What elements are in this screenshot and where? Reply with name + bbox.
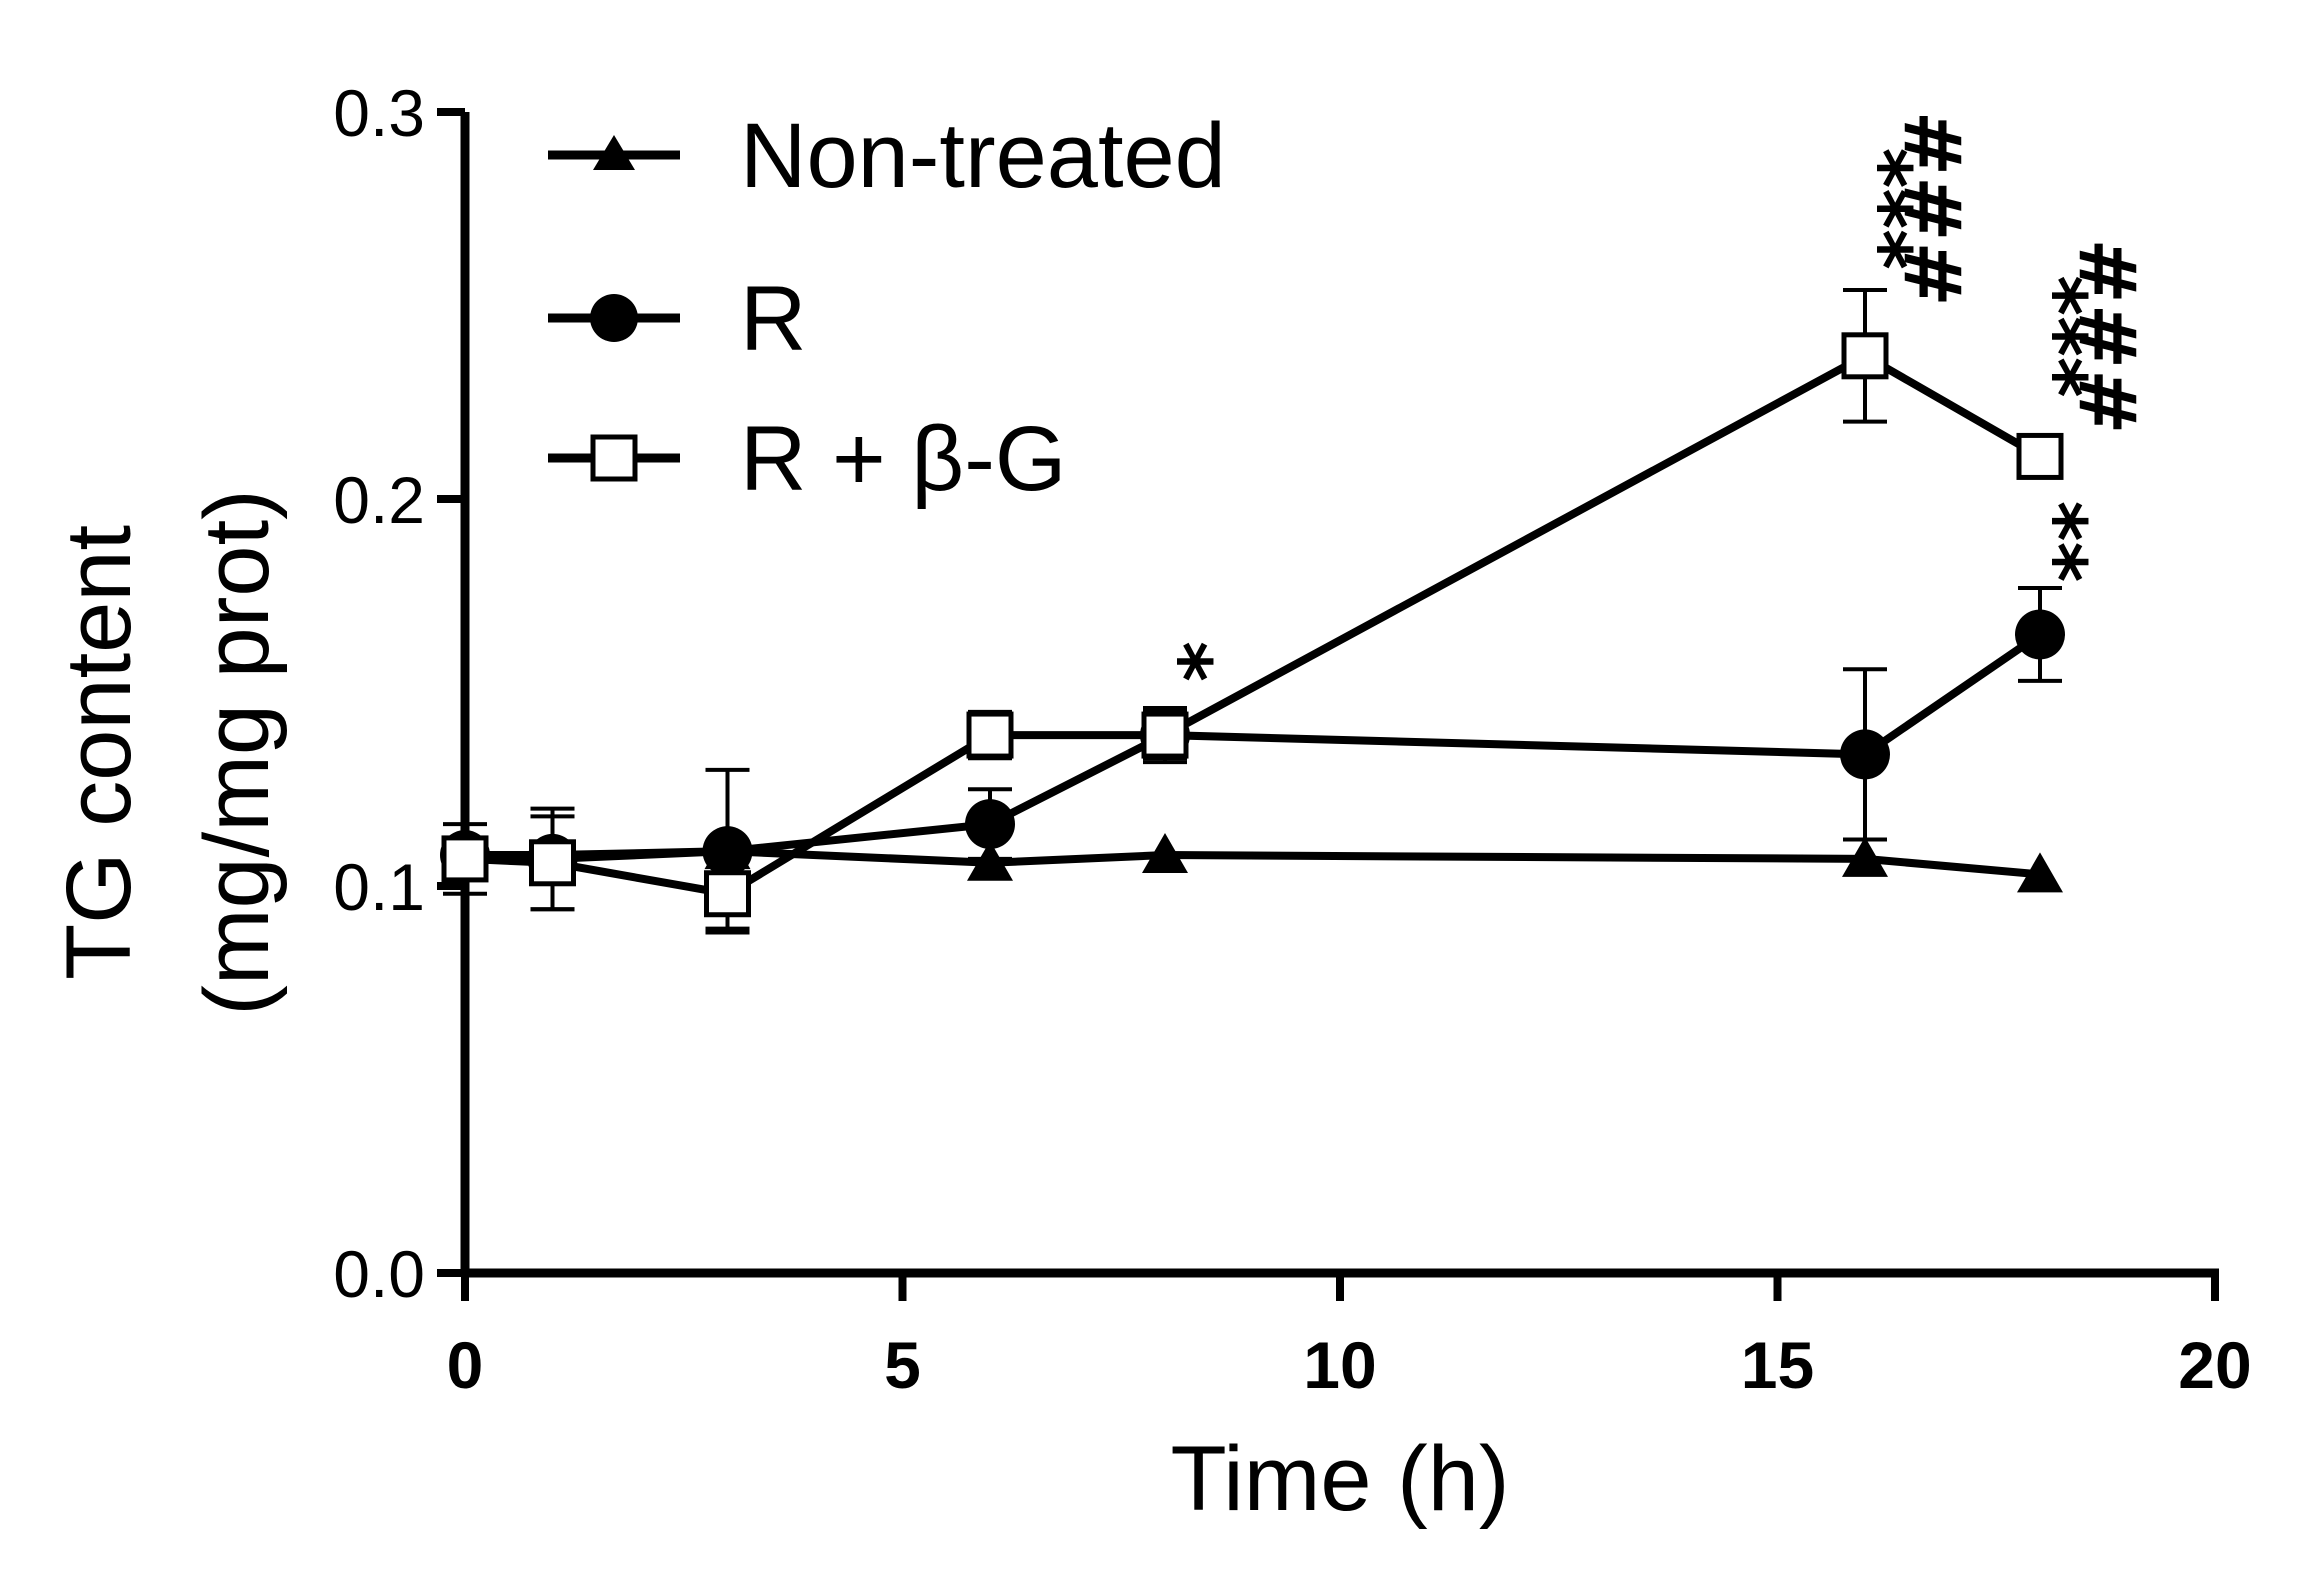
data-point-square: [1841, 332, 1889, 380]
data-point-square: [966, 711, 1014, 759]
legend: Non-treated R R + β-G: [548, 105, 1226, 510]
x-tick-label: 15: [1741, 1328, 1814, 1402]
data-point-square: [529, 839, 576, 887]
y-tick-label: 0.1: [333, 850, 425, 924]
legend-label-r: R: [740, 268, 806, 370]
significance-stars: ***: [2011, 275, 2101, 397]
data-point-circle: [1840, 729, 1890, 780]
data-point-square: [441, 835, 489, 883]
x-tick-label: 20: [2178, 1328, 2251, 1402]
legend-triangle-marker: [593, 135, 635, 170]
data-point-triangle: [967, 840, 1013, 881]
y-tick-label: 0.2: [333, 463, 425, 537]
significance-stars: *: [1136, 641, 1226, 682]
data-point-circle: [2015, 609, 2065, 660]
series-line-2: [464, 351, 2042, 898]
data-point-circle: [965, 799, 1015, 850]
x-tick-label: 0: [447, 1328, 484, 1402]
legend-square-marker: [590, 434, 638, 482]
data-point-triangle: [2017, 852, 2063, 893]
significance-stars: ***: [1836, 148, 1926, 270]
x-tick-label: 10: [1303, 1328, 1376, 1402]
data-point-square: [704, 870, 751, 918]
legend-label-r-beta-g: R + β-G: [740, 408, 1066, 510]
significance-hashes: ###: [1886, 111, 1976, 307]
data-point-triangle: [1842, 836, 1888, 877]
plot-layer: 0.00.10.20.30 5 10 15 20******###***###: [333, 76, 2251, 1402]
legend-circle-marker: [590, 294, 638, 342]
y-axis-title-line-2: (mg/mg prot): [186, 489, 288, 1016]
y-axis-title-line-1: TG content: [48, 525, 150, 980]
data-point-square: [2016, 432, 2064, 480]
x-tick-label: 5: [884, 1328, 921, 1402]
significance-stars: **: [2011, 501, 2101, 583]
data-point-triangle: [1142, 833, 1188, 874]
x-axis-title: Time (h): [1170, 1428, 1509, 1530]
y-tick-label: 0.3: [333, 76, 425, 150]
y-tick-label: 0.0: [333, 1237, 425, 1311]
legend-label-non-treated: Non-treated: [740, 105, 1226, 207]
series-line-1: [464, 631, 2043, 863]
significance-hashes: ###: [2061, 238, 2151, 434]
data-point-circle: [702, 826, 753, 877]
data-point-square: [1141, 711, 1189, 759]
